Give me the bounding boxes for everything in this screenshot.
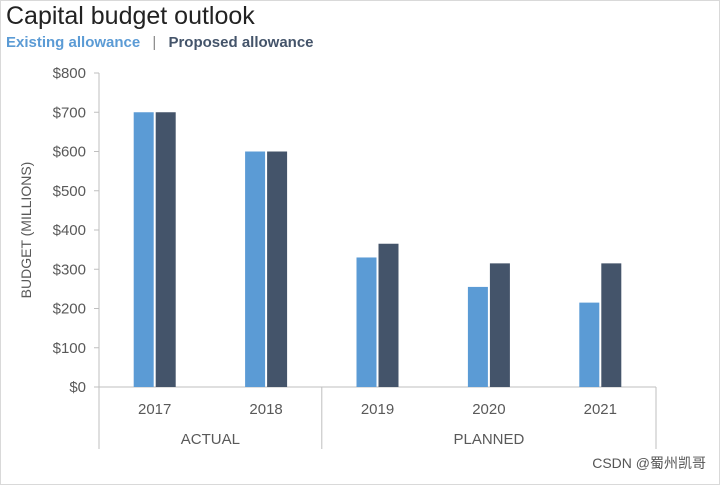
bar-proposed-allowance — [378, 243, 399, 387]
bar-existing-allowance — [579, 302, 600, 387]
bar-proposed-allowance — [155, 112, 176, 387]
y-tick-label: $400 — [53, 222, 86, 239]
y-tick-label: $200 — [53, 301, 86, 318]
watermark: CSDN @蜀州凯哥 — [592, 455, 706, 471]
y-tick-label: $700 — [53, 104, 86, 121]
legend-proposed-allowance: Proposed allowance — [168, 34, 314, 51]
y-axis-title: BUDGET (MILLIONS) — [18, 162, 34, 299]
bar-proposed-allowance — [489, 263, 510, 387]
x-tick-label: 2018 — [249, 401, 282, 418]
x-tick-label: 2020 — [472, 401, 505, 418]
y-tick-label: $300 — [53, 261, 86, 278]
y-tick-label: $500 — [53, 183, 86, 200]
legend-existing-allowance: Existing allowance — [6, 34, 141, 51]
bar-proposed-allowance — [267, 151, 288, 387]
bar-existing-allowance — [467, 286, 488, 387]
bar-proposed-allowance — [601, 263, 622, 387]
legend-separator: | — [152, 34, 157, 51]
bar-existing-allowance — [245, 151, 266, 387]
y-tick-label: $800 — [53, 65, 86, 82]
y-tick-label: $0 — [69, 379, 86, 396]
group-label: PLANNED — [453, 431, 524, 448]
y-tick-label: $100 — [53, 340, 86, 357]
x-tick-label: 2019 — [361, 401, 394, 418]
chart-title: Capital budget outlook — [6, 2, 255, 30]
bar-existing-allowance — [356, 257, 377, 387]
x-tick-label: 2021 — [584, 401, 617, 418]
x-tick-label: 2017 — [138, 401, 171, 418]
bar-existing-allowance — [133, 112, 154, 387]
y-tick-label: $600 — [53, 144, 86, 161]
legend: Existing allowance | Proposed allowance — [6, 34, 314, 51]
group-label: ACTUAL — [181, 431, 240, 448]
